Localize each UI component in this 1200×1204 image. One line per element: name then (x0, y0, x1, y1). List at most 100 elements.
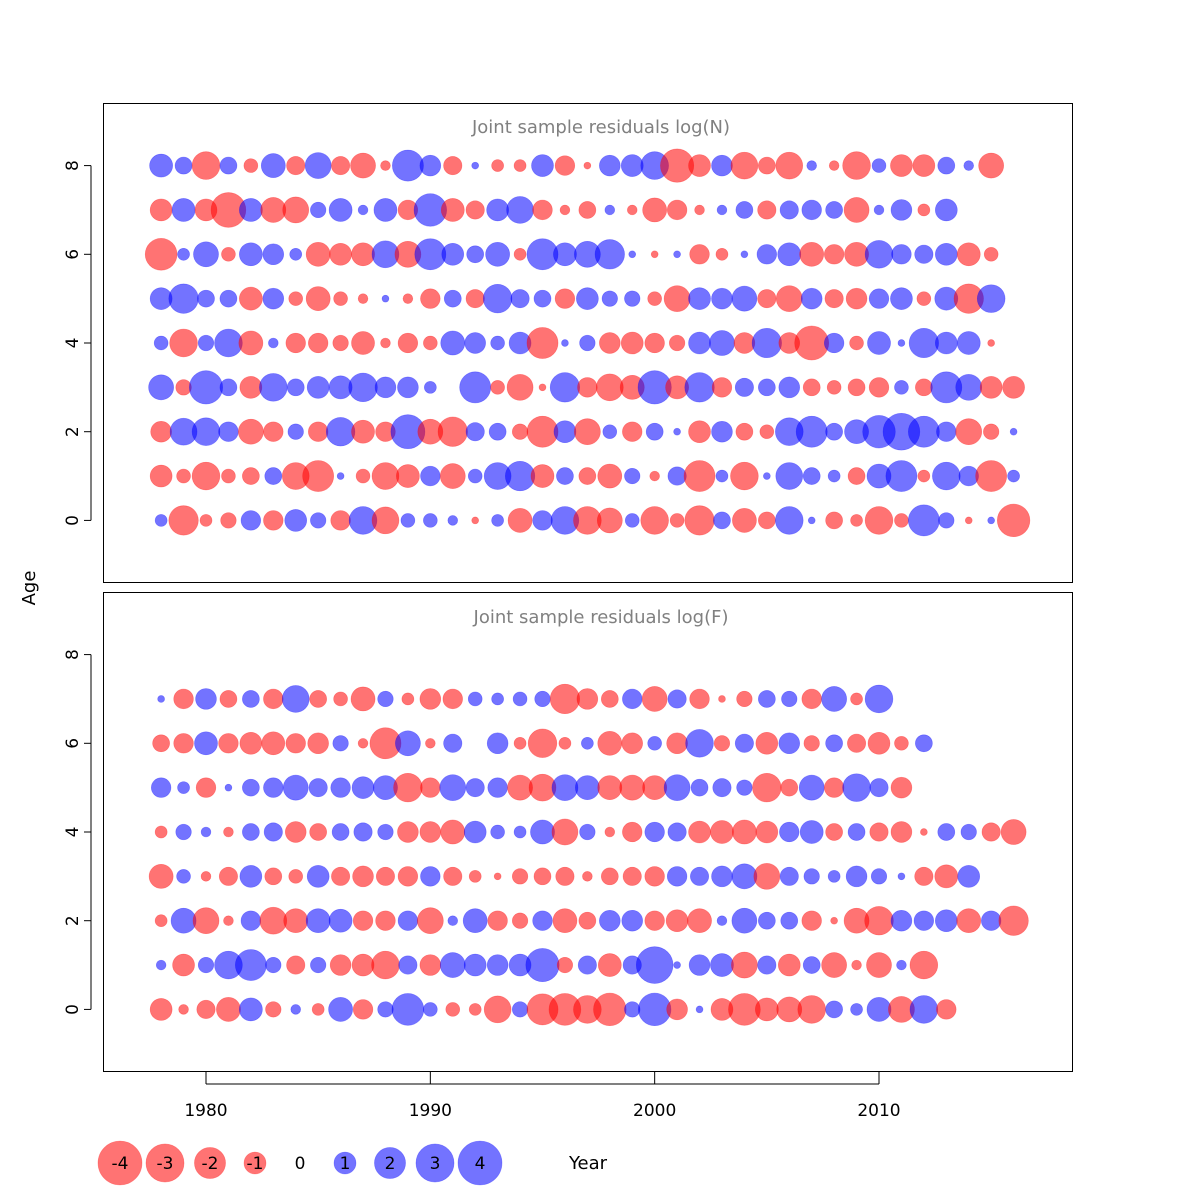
bubble-p1-age3-2006 (779, 866, 799, 886)
bubble-p1-age1-1986 (329, 954, 352, 976)
bubble-p0-age1-1989 (396, 464, 420, 488)
bubble-p0-age2-2005 (759, 424, 775, 439)
bubble-p0-age4-2002 (688, 331, 711, 355)
legend-label-3: 3 (430, 1154, 441, 1174)
bubble-p0-age6-1993 (485, 241, 510, 267)
bubble-p1-age3-1993 (493, 872, 502, 881)
bubble-p0-age2-1994 (511, 423, 529, 440)
bubble-p0-age5-1990 (420, 288, 441, 309)
x-axis-label: Year (568, 1153, 608, 1174)
bubble-p0-age2-1997 (574, 418, 601, 446)
bubble-p1-age6-2009 (847, 733, 867, 753)
bubble-p0-age2-1999 (622, 421, 643, 442)
bubble-p0-age8-1981 (219, 156, 238, 175)
bubble-p0-age4-1985 (308, 332, 329, 354)
bubble-p1-age5-2000 (642, 775, 668, 800)
bubble-p1-age1-2002 (688, 954, 711, 976)
bubble-p1-age7-1987 (350, 686, 376, 712)
bubble-p0-age5-1987 (357, 293, 369, 304)
bubble-p0-age8-1980 (191, 151, 221, 180)
bubble-p0-age1-1986 (336, 472, 345, 480)
bubble-p1-age4-2001 (667, 822, 687, 842)
bubble-p1-age7-1978 (157, 695, 165, 703)
bubble-p0-age7-1998 (604, 204, 616, 216)
legend-bubble-1 (333, 1151, 357, 1175)
bubble-p0-age4-1986 (332, 334, 349, 352)
bubble-p0-age3-1981 (219, 378, 238, 397)
bubble-p0-age8-1985 (304, 152, 332, 179)
bubble-p0-age0-1981 (220, 512, 237, 529)
bubble-p1-age6-1984 (285, 733, 306, 754)
bubble-p0-age1-2005 (763, 472, 771, 480)
bubble-p1-age7-2001 (667, 689, 687, 709)
bubble-p1-age3-1979 (176, 869, 191, 884)
bubble-p0-age4-2010 (867, 331, 891, 355)
bubble-p0-age0-2002 (684, 505, 715, 536)
bubble-p1-age1-1991 (439, 952, 466, 978)
legend-bubble-4 (457, 1140, 503, 1186)
bubble-p1-age7-2000 (641, 686, 668, 712)
bubble-p1-age1-2003 (710, 953, 734, 977)
bubble-p1-age6-1994 (513, 736, 527, 750)
bubble-p0-age5-1982 (239, 286, 263, 311)
bubble-p1-age1-1984 (286, 955, 306, 975)
bubble-p1-age3-1984 (288, 869, 303, 884)
bubble-p0-age8-2014 (963, 160, 974, 171)
bubble-p1-age6-1986 (332, 735, 349, 752)
bubble-p0-age5-2015 (976, 284, 1006, 313)
bubble-p0-age4-2011 (897, 339, 906, 347)
legend-label--4: -4 (112, 1154, 129, 1174)
bubble-p0-age6-1986 (329, 242, 352, 266)
x-tick-label-1990: 1990 (409, 1101, 452, 1121)
bubble-p0-age6-2013 (934, 242, 958, 266)
bubble-p0-age7-2005 (757, 200, 777, 220)
bubble-p1-age5-1986 (330, 777, 351, 798)
bubble-p0-age6-2014 (956, 242, 981, 267)
bubble-p1-age4-2011 (890, 821, 913, 843)
bubble-p0-age6-1996 (553, 242, 577, 267)
bubble-p1-age4-2008 (825, 823, 843, 841)
bubble-p1-age3-1981 (218, 866, 238, 886)
bubble-p0-age7-2006 (779, 200, 799, 220)
bubble-p1-age0-1989 (391, 993, 425, 1026)
bubble-p1-age7-1991 (442, 688, 463, 710)
bubble-p0-age3-2004 (734, 377, 754, 397)
bubble-p1-age2-1987 (352, 910, 374, 931)
bubble-p1-age6-2005 (755, 731, 779, 755)
bubble-p0-age0-1986 (330, 510, 351, 531)
bubble-p0-age1-1996 (556, 467, 574, 485)
bubble-p1-age6-1995 (527, 728, 558, 758)
bubble-p0-age5-1979 (168, 283, 199, 314)
bubble-p1-age1-2006 (777, 953, 801, 977)
bubble-p1-age3-1987 (352, 865, 374, 888)
bubble-p1-age2-1991 (447, 915, 458, 926)
bubble-p1-age3-1994 (511, 868, 529, 885)
bubble-p1-age4-1992 (463, 820, 487, 844)
bubble-p1-age0-1981 (216, 997, 241, 1022)
bubble-p0-age5-1980 (197, 289, 215, 308)
bubble-p1-age5-1992 (465, 778, 485, 798)
bubble-p0-age0-1994 (507, 508, 533, 533)
bubble-p0-age1-2015 (975, 460, 1008, 492)
bubble-p0-age2-2003 (711, 420, 733, 443)
bubble-p1-age6-1996 (558, 736, 572, 750)
bubble-p1-age1-1983 (265, 956, 282, 974)
bubble-p0-age5-1994 (510, 289, 530, 309)
bubble-p0-age3-1988 (374, 376, 397, 399)
bubble-p1-age4-1994 (513, 825, 527, 839)
bubble-p1-age0-2012 (909, 995, 939, 1024)
bubble-p0-age8-2013 (937, 156, 956, 175)
bubble-p1-age4-2006 (779, 821, 800, 843)
bubble-p0-age5-2003 (711, 287, 733, 310)
bubble-p1-age4-2005 (755, 820, 779, 844)
bubble-p0-age8-1987 (350, 152, 376, 179)
bubble-p0-age0-1991 (447, 515, 458, 526)
bubble-p1-age2-1983 (259, 906, 288, 935)
bubble-p0-age2-1978 (150, 420, 172, 443)
bubble-p0-age1-1995 (530, 464, 555, 488)
bubble-p0-age7-1994 (506, 196, 534, 224)
bubble-p0-age1-1979 (176, 468, 191, 484)
bubble-p0-age2-1987 (351, 419, 375, 444)
bubble-p0-age8-1994 (513, 159, 527, 172)
bubble-p0-age5-1986 (333, 291, 348, 306)
